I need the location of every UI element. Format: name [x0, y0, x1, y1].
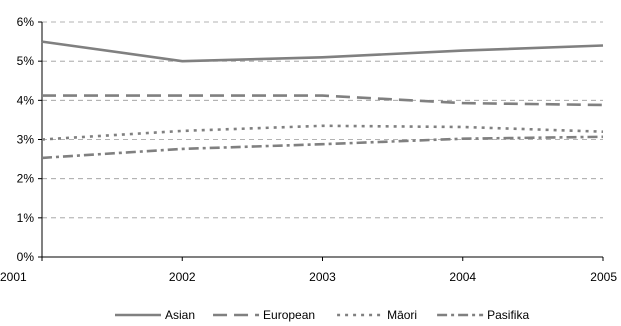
- x-tick-labels: 2001 2002 2003 2004 2005: [0, 270, 617, 284]
- x-tick-label: 2002: [169, 270, 196, 284]
- gridlines: [42, 21, 603, 219]
- legend-label: Pasifika: [487, 308, 529, 322]
- y-tick-label: 2%: [17, 172, 35, 186]
- y-tick-label: 5%: [17, 54, 35, 68]
- y-tick-label: 0%: [17, 250, 35, 264]
- x-tick-label: 2004: [449, 270, 476, 284]
- series-lines: [41, 40, 604, 160]
- legend-label: Māori: [387, 308, 417, 322]
- series-line-pasifika: [41, 135, 604, 160]
- y-tick-labels: 0% 1% 2% 3% 4% 5% 6%: [17, 15, 35, 264]
- x-tick-label: 2003: [309, 270, 336, 284]
- y-tick-label: 3%: [17, 133, 35, 147]
- legend-label: European: [263, 308, 315, 322]
- series-line-m-ori: [41, 124, 604, 141]
- y-tick-label: 4%: [17, 93, 35, 107]
- y-tick-label: 1%: [17, 211, 35, 225]
- series-line-european: [42, 94, 604, 107]
- series-line-asian: [41, 40, 604, 63]
- x-tick-label: 2005: [590, 270, 617, 284]
- legend: Asian European Māori Pasifika: [115, 308, 529, 322]
- y-tick-label: 6%: [17, 15, 35, 29]
- x-tick-label: 2001: [0, 270, 27, 284]
- legend-label: Asian: [165, 308, 195, 322]
